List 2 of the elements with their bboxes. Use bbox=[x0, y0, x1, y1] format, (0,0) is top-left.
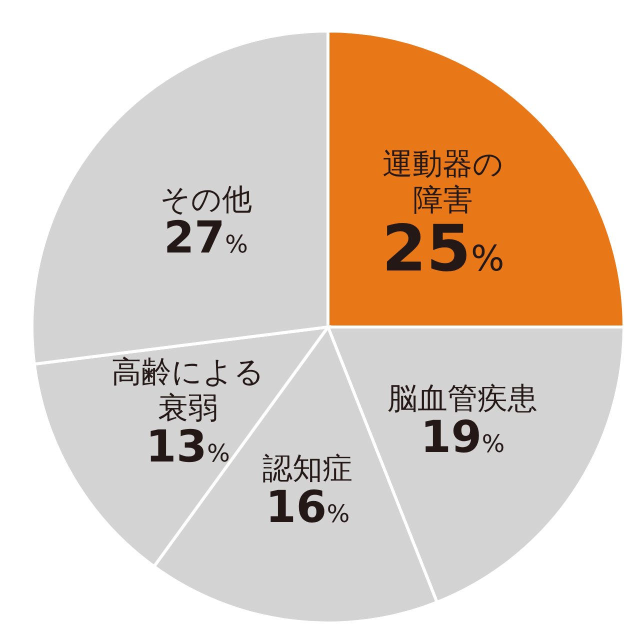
slice-label: その他 bbox=[160, 182, 252, 218]
slice-label: 運動器の障害 bbox=[382, 146, 504, 218]
